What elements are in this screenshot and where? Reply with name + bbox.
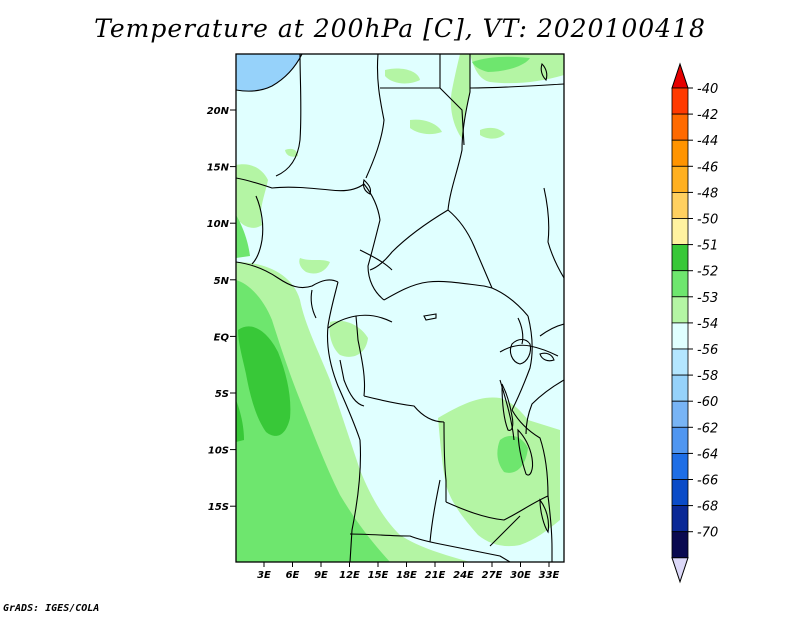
colorbar-label: -40 [697,82,718,97]
colorbar-swatch [671,452,689,480]
colorbar-label: -66 [697,474,718,489]
colorbar-swatch [671,479,689,507]
lat-tick-label: 15N [207,163,230,174]
lat-tick-label: 5S [215,389,229,400]
colorbar-label: -54 [697,317,718,332]
temperature-field [236,54,564,562]
colorbar-label: -68 [697,500,718,515]
map-title: Temperature at 200hPa [C], VT: 202010041… [94,14,706,43]
colorbar-swatch [671,531,689,559]
lon-tick-label: 18E [396,570,417,581]
colorbar-bottom-arrow [671,557,689,584]
lon-tick-label: 12E [339,570,360,581]
lon-tick-label: 30E [510,570,531,581]
mediterranean-sea [236,54,302,92]
colorbar-label: -42 [697,108,718,123]
colorbar-swatch [671,322,689,350]
colorbar-swatch [671,165,689,193]
colorbar-swatch [671,348,689,376]
lat-tick-label: 10S [208,446,229,457]
lake-outlines [362,62,555,534]
colorbar-label: -53 [697,291,718,306]
colorbar-swatch [671,218,689,246]
map-frame [235,53,565,563]
colorbar-swatch [671,426,689,454]
lon-tick-label: 3E [257,570,271,581]
colorbar-swatch [671,244,689,272]
lon-tick-label: 9E [314,570,328,581]
latitude-axis: 20N 15N 10N 5N EQ 5S 10S 15S [207,106,236,513]
colorbar-label: -44 [697,134,718,149]
dark-green-areas [236,326,291,442]
lat-tick-label: 15S [208,502,229,513]
lon-tick-label: 33E [539,570,560,581]
colorbar-swatch [671,400,689,428]
colorbar-swatch [671,139,689,167]
colorbar-swatch [671,505,689,533]
lat-tick-label: 20N [207,106,230,117]
colorbar-swatch [671,374,689,402]
colorbar-swatch [671,270,689,298]
colorbar-top-arrow [671,62,689,89]
colorbar-swatch [671,87,689,115]
colorbar-label: -56 [697,343,718,358]
colorbar-label: -58 [697,369,718,384]
lon-tick-label: 15E [368,570,389,581]
colorbar-swatch [671,296,689,324]
lat-tick-label: EQ [214,332,230,343]
lon-tick-label: 21E [425,570,446,581]
lon-tick-label: 27E [482,570,503,581]
lat-tick-label: 10N [207,219,230,230]
colorbar-label: -64 [697,447,718,462]
colorbar-label: -52 [697,265,718,280]
colorbar-label: -60 [697,395,718,410]
grads-credit: GrADS: IGES/COLA [3,603,100,614]
lat-tick-label: 5N [214,276,230,287]
colorbar-label: -48 [697,186,718,201]
colorbar-label: -70 [697,526,718,541]
colorbar-label: -46 [697,160,718,175]
lon-tick-label: 24E [453,570,474,581]
colorbar-label: -50 [697,213,718,228]
colorbar-label: -51 [697,239,718,254]
colorbar-label: -62 [697,421,718,436]
colorbar: -40 -42 -44 -46 -48 -50 -51 -52 -53 -54 -56 -58 -60 -… [671,62,718,584]
longitude-axis: 3E 6E 9E 12E 15E 18E 21E 24E 27E 30E 33E [257,562,560,581]
colorbar-swatch [671,113,689,141]
colorbar-swatch [671,191,689,219]
lon-tick-label: 6E [286,570,300,581]
